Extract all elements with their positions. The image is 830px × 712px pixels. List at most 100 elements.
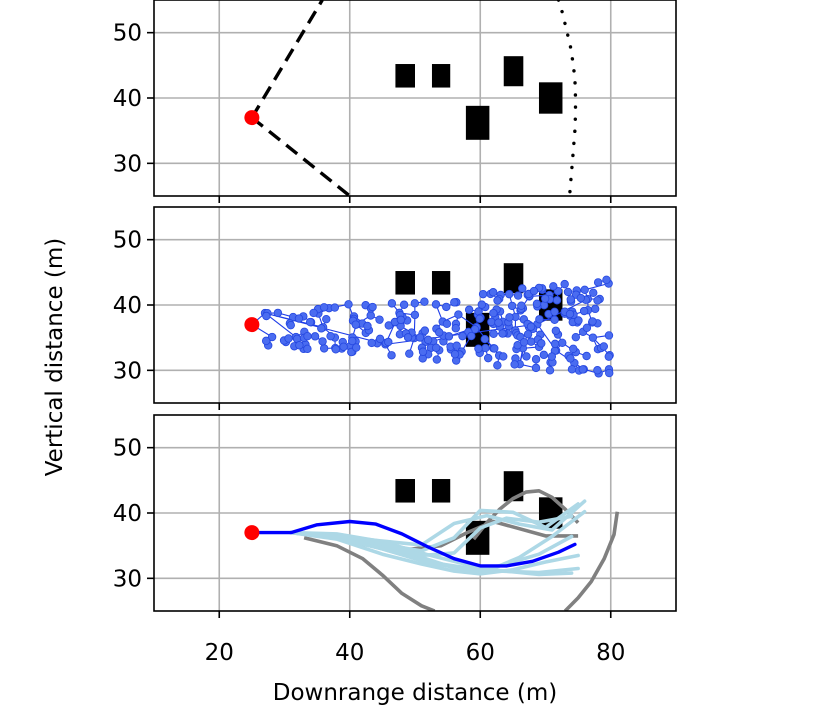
tree-node (295, 341, 304, 350)
tree-node (593, 366, 602, 375)
grid-lines (154, 207, 676, 403)
tree-node (571, 332, 581, 342)
tree-node (305, 317, 315, 327)
tree-node (507, 301, 517, 311)
tree-node (273, 308, 283, 318)
tree-node (483, 353, 493, 363)
start-point (244, 317, 260, 333)
tree-node (540, 294, 550, 303)
y-tick-label: 40 (113, 501, 142, 527)
tree-node (431, 300, 441, 309)
tree-node (442, 319, 452, 329)
rrt-tree (251, 275, 614, 378)
tree-node (549, 282, 558, 291)
tree-node (474, 344, 483, 353)
tree-node (579, 306, 589, 316)
tree-node (418, 347, 428, 356)
tree-node (582, 323, 592, 332)
tree-node (580, 285, 589, 294)
tree-node (322, 314, 331, 324)
tree-node (319, 344, 329, 353)
sampled-path (289, 530, 580, 576)
tick-marks: 30 40 50 (113, 21, 612, 203)
tree-node (563, 287, 573, 297)
tree-node (522, 352, 531, 361)
obstacle (503, 263, 524, 294)
y-tick-label: 40 (113, 86, 142, 112)
tree-node (567, 365, 577, 374)
tree-node (547, 352, 557, 361)
tree-node (454, 310, 463, 319)
tree-node (348, 336, 357, 346)
tree-node (319, 303, 329, 312)
tree-node (505, 313, 514, 322)
tree-node (489, 329, 498, 339)
tree-node (529, 286, 539, 296)
tree-node (387, 299, 397, 308)
grid-lines (154, 415, 676, 611)
tree-node (593, 278, 603, 287)
tree-node (384, 337, 393, 347)
tree-node (593, 296, 602, 305)
tree-node (537, 339, 546, 348)
tree-node (286, 320, 295, 330)
tree-node (519, 338, 529, 347)
tree-node (489, 308, 498, 318)
obstacle (431, 64, 451, 88)
best-path (250, 519, 577, 568)
tree-node (560, 279, 569, 289)
tree-node (363, 321, 372, 331)
tree-node (467, 331, 476, 341)
tree-node (367, 338, 376, 348)
tree-node (589, 288, 598, 298)
tick-marks: 30 40 50 (113, 228, 612, 410)
tree-node (545, 366, 555, 375)
tree-node (552, 296, 562, 305)
tree-node (310, 332, 320, 341)
grid-lines (154, 0, 676, 196)
obstacle (503, 56, 524, 87)
tree-node (410, 299, 420, 308)
tree-node (368, 302, 377, 312)
tree-node (490, 344, 499, 353)
y-axis-label: Vertical distance (m) (42, 238, 68, 477)
tree-node (493, 296, 502, 305)
x-tick-label: 60 (466, 640, 495, 666)
y-tick-label: 50 (113, 21, 142, 47)
tree-node (431, 343, 441, 352)
y-tick-label: 30 (113, 151, 142, 177)
tree-node (591, 304, 600, 314)
tree-node (450, 349, 460, 359)
x-tick-label: 40 (335, 640, 364, 666)
tree-node (458, 331, 467, 341)
tree-node (526, 337, 536, 346)
tree-node (410, 310, 420, 320)
tree-node (566, 295, 575, 304)
tree-node (558, 338, 567, 348)
tick-marks: 30 40 50 (113, 436, 612, 618)
fov-line (250, 0, 324, 119)
tree-node (513, 291, 523, 300)
tree-node (517, 301, 526, 310)
tree-node (294, 314, 304, 323)
tree-node (574, 316, 583, 325)
tree-node (375, 315, 384, 324)
sampled-path (289, 499, 587, 547)
tree-node (303, 344, 312, 354)
tree-node (550, 339, 560, 349)
tree-node (535, 315, 544, 324)
obstacle (465, 105, 490, 140)
fov-line (250, 116, 351, 196)
tree-node (399, 300, 409, 309)
tree-node (493, 361, 502, 370)
tree-node (366, 311, 375, 320)
obstacle (503, 471, 524, 502)
obstacle (395, 64, 415, 88)
obstacle (395, 271, 415, 295)
y-tick-label: 30 (113, 358, 142, 384)
tree-node (442, 302, 451, 312)
tree-node (494, 318, 503, 327)
tree-node (487, 317, 496, 327)
panel-field-of-view: 30 40 50 (113, 0, 677, 203)
tree-node (326, 331, 335, 341)
